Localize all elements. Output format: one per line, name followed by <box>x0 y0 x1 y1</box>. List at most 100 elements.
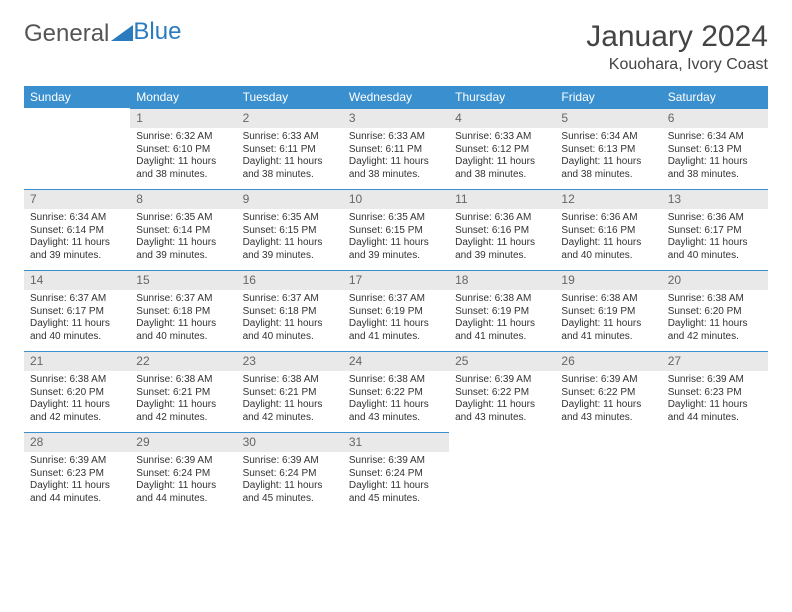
sunrise-text: Sunrise: 6:39 AM <box>455 374 549 387</box>
day-body: Sunrise: 6:39 AMSunset: 6:23 PMDaylight:… <box>24 452 130 513</box>
day-cell: 29Sunrise: 6:39 AMSunset: 6:24 PMDayligh… <box>130 432 236 513</box>
day-body: Sunrise: 6:39 AMSunset: 6:24 PMDaylight:… <box>343 452 449 513</box>
day-cell: 20Sunrise: 6:38 AMSunset: 6:20 PMDayligh… <box>662 270 768 351</box>
day-number: 24 <box>343 351 449 371</box>
title-block: January 2024 Kouohara, Ivory Coast <box>586 20 768 74</box>
page-title: January 2024 <box>586 20 768 54</box>
day-body: Sunrise: 6:36 AMSunset: 6:16 PMDaylight:… <box>555 209 661 270</box>
day-body: Sunrise: 6:32 AMSunset: 6:10 PMDaylight:… <box>130 128 236 189</box>
sunrise-text: Sunrise: 6:39 AM <box>30 455 124 468</box>
day-body: Sunrise: 6:39 AMSunset: 6:24 PMDaylight:… <box>130 452 236 513</box>
logo: General Blue <box>24 20 181 48</box>
day-number: 28 <box>24 432 130 452</box>
sunrise-text: Sunrise: 6:32 AM <box>136 131 230 144</box>
day-number: 13 <box>662 189 768 209</box>
day-cell <box>449 432 555 513</box>
day-number: 7 <box>24 189 130 209</box>
day-cell: 3Sunrise: 6:33 AMSunset: 6:11 PMDaylight… <box>343 108 449 189</box>
day-body: Sunrise: 6:38 AMSunset: 6:20 PMDaylight:… <box>662 290 768 351</box>
sunset-text: Sunset: 6:19 PM <box>455 306 549 319</box>
daylight-text: Daylight: 11 hours and 40 minutes. <box>30 318 124 343</box>
day-number: 1 <box>130 108 236 128</box>
day-body: Sunrise: 6:33 AMSunset: 6:12 PMDaylight:… <box>449 128 555 189</box>
day-body: Sunrise: 6:34 AMSunset: 6:13 PMDaylight:… <box>662 128 768 189</box>
day-number: 23 <box>237 351 343 371</box>
sunrise-text: Sunrise: 6:39 AM <box>561 374 655 387</box>
day-number: 18 <box>449 270 555 290</box>
day-cell: 28Sunrise: 6:39 AMSunset: 6:23 PMDayligh… <box>24 432 130 513</box>
day-number: 27 <box>662 351 768 371</box>
sunset-text: Sunset: 6:15 PM <box>349 225 443 238</box>
day-cell: 7Sunrise: 6:34 AMSunset: 6:14 PMDaylight… <box>24 189 130 270</box>
day-number: 26 <box>555 351 661 371</box>
header: General Blue January 2024 Kouohara, Ivor… <box>24 20 768 74</box>
sunset-text: Sunset: 6:12 PM <box>455 144 549 157</box>
daylight-text: Daylight: 11 hours and 43 minutes. <box>561 399 655 424</box>
day-body: Sunrise: 6:37 AMSunset: 6:19 PMDaylight:… <box>343 290 449 351</box>
daylight-text: Daylight: 11 hours and 39 minutes. <box>349 237 443 262</box>
sunset-text: Sunset: 6:17 PM <box>30 306 124 319</box>
sunrise-text: Sunrise: 6:35 AM <box>136 212 230 225</box>
day-cell: 9Sunrise: 6:35 AMSunset: 6:15 PMDaylight… <box>237 189 343 270</box>
day-number: 30 <box>237 432 343 452</box>
sunrise-text: Sunrise: 6:37 AM <box>136 293 230 306</box>
day-number: 9 <box>237 189 343 209</box>
calendar-table: Sunday Monday Tuesday Wednesday Thursday… <box>24 86 768 513</box>
day-body: Sunrise: 6:34 AMSunset: 6:14 PMDaylight:… <box>24 209 130 270</box>
col-sunday: Sunday <box>24 86 130 108</box>
sunset-text: Sunset: 6:22 PM <box>455 387 549 400</box>
sunset-text: Sunset: 6:13 PM <box>668 144 762 157</box>
col-thursday: Thursday <box>449 86 555 108</box>
sunset-text: Sunset: 6:11 PM <box>243 144 337 157</box>
day-cell: 22Sunrise: 6:38 AMSunset: 6:21 PMDayligh… <box>130 351 236 432</box>
day-cell: 5Sunrise: 6:34 AMSunset: 6:13 PMDaylight… <box>555 108 661 189</box>
daylight-text: Daylight: 11 hours and 38 minutes. <box>561 156 655 181</box>
sunrise-text: Sunrise: 6:38 AM <box>136 374 230 387</box>
daylight-text: Daylight: 11 hours and 38 minutes. <box>349 156 443 181</box>
sunrise-text: Sunrise: 6:38 AM <box>561 293 655 306</box>
day-cell: 17Sunrise: 6:37 AMSunset: 6:19 PMDayligh… <box>343 270 449 351</box>
daylight-text: Daylight: 11 hours and 41 minutes. <box>455 318 549 343</box>
sunrise-text: Sunrise: 6:33 AM <box>349 131 443 144</box>
daylight-text: Daylight: 11 hours and 38 minutes. <box>668 156 762 181</box>
sunrise-text: Sunrise: 6:39 AM <box>668 374 762 387</box>
day-cell: 2Sunrise: 6:33 AMSunset: 6:11 PMDaylight… <box>237 108 343 189</box>
daylight-text: Daylight: 11 hours and 39 minutes. <box>455 237 549 262</box>
daylight-text: Daylight: 11 hours and 38 minutes. <box>243 156 337 181</box>
day-cell: 30Sunrise: 6:39 AMSunset: 6:24 PMDayligh… <box>237 432 343 513</box>
daylight-text: Daylight: 11 hours and 41 minutes. <box>349 318 443 343</box>
sunrise-text: Sunrise: 6:36 AM <box>561 212 655 225</box>
sunset-text: Sunset: 6:23 PM <box>668 387 762 400</box>
sunrise-text: Sunrise: 6:34 AM <box>668 131 762 144</box>
sunrise-text: Sunrise: 6:38 AM <box>668 293 762 306</box>
day-number: 22 <box>130 351 236 371</box>
day-cell: 4Sunrise: 6:33 AMSunset: 6:12 PMDaylight… <box>449 108 555 189</box>
day-cell: 8Sunrise: 6:35 AMSunset: 6:14 PMDaylight… <box>130 189 236 270</box>
daylight-text: Daylight: 11 hours and 40 minutes. <box>243 318 337 343</box>
day-body: Sunrise: 6:38 AMSunset: 6:21 PMDaylight:… <box>130 371 236 432</box>
location: Kouohara, Ivory Coast <box>586 56 768 74</box>
day-body: Sunrise: 6:39 AMSunset: 6:22 PMDaylight:… <box>555 371 661 432</box>
sunset-text: Sunset: 6:19 PM <box>561 306 655 319</box>
day-cell: 27Sunrise: 6:39 AMSunset: 6:23 PMDayligh… <box>662 351 768 432</box>
day-body: Sunrise: 6:36 AMSunset: 6:16 PMDaylight:… <box>449 209 555 270</box>
sunset-text: Sunset: 6:21 PM <box>243 387 337 400</box>
day-number: 17 <box>343 270 449 290</box>
day-body: Sunrise: 6:39 AMSunset: 6:23 PMDaylight:… <box>662 371 768 432</box>
sunrise-text: Sunrise: 6:34 AM <box>561 131 655 144</box>
sunset-text: Sunset: 6:14 PM <box>136 225 230 238</box>
daylight-text: Daylight: 11 hours and 41 minutes. <box>561 318 655 343</box>
sunset-text: Sunset: 6:22 PM <box>349 387 443 400</box>
sunrise-text: Sunrise: 6:35 AM <box>243 212 337 225</box>
sunrise-text: Sunrise: 6:36 AM <box>668 212 762 225</box>
day-cell <box>555 432 661 513</box>
daylight-text: Daylight: 11 hours and 42 minutes. <box>243 399 337 424</box>
daylight-text: Daylight: 11 hours and 38 minutes. <box>136 156 230 181</box>
sunrise-text: Sunrise: 6:39 AM <box>349 455 443 468</box>
day-cell: 15Sunrise: 6:37 AMSunset: 6:18 PMDayligh… <box>130 270 236 351</box>
day-cell: 24Sunrise: 6:38 AMSunset: 6:22 PMDayligh… <box>343 351 449 432</box>
day-number: 14 <box>24 270 130 290</box>
day-body: Sunrise: 6:36 AMSunset: 6:17 PMDaylight:… <box>662 209 768 270</box>
sunset-text: Sunset: 6:21 PM <box>136 387 230 400</box>
sunset-text: Sunset: 6:24 PM <box>243 468 337 481</box>
